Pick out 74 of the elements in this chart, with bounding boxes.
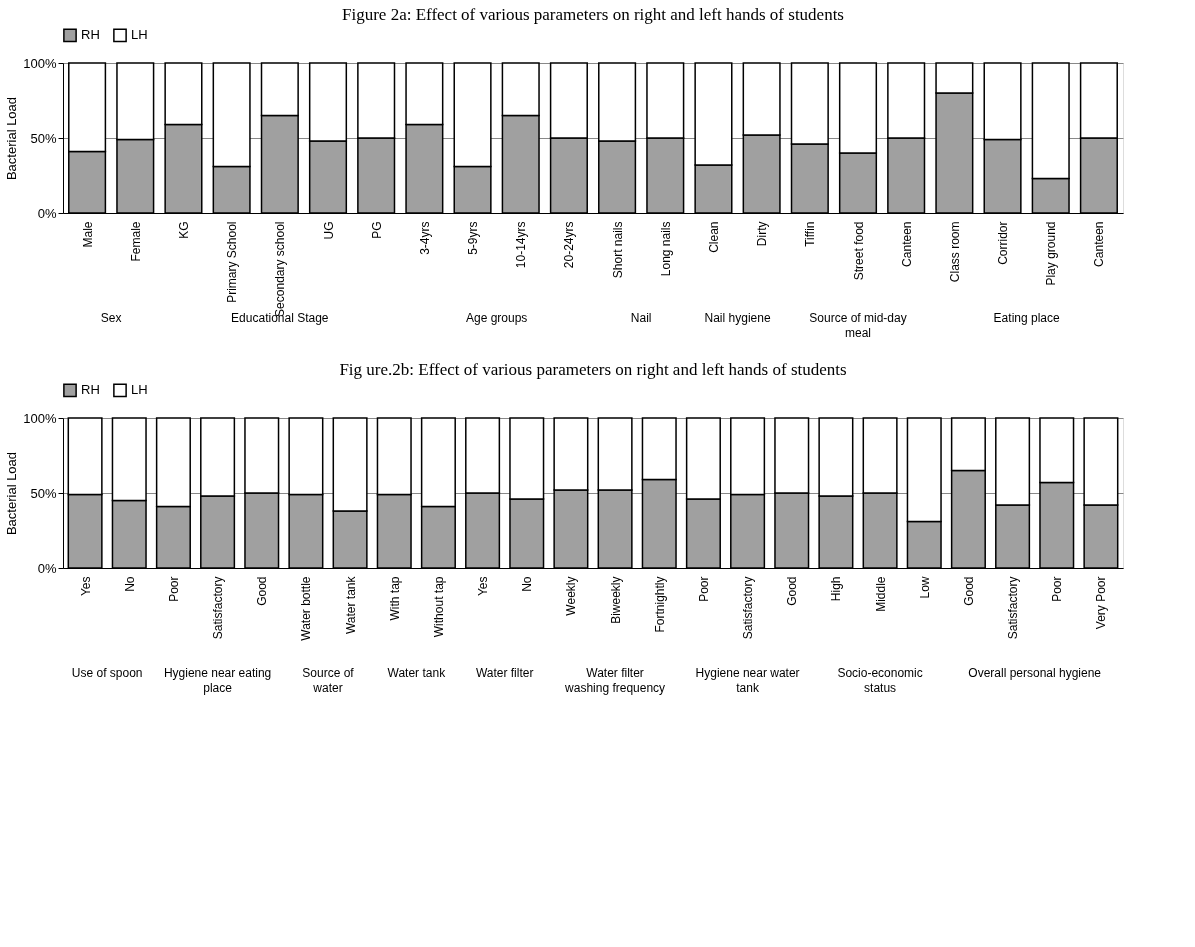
- y-tick-label: 50%: [30, 130, 57, 146]
- text: Use of spoon: [71, 666, 143, 680]
- y-tick-label: 50%: [30, 485, 57, 501]
- x-tick-label: Poor: [696, 576, 711, 602]
- x-tick-label: Without tap: [431, 576, 446, 638]
- text: Hygiene near eating place: [163, 666, 272, 695]
- y-tick-label: 0%: [37, 205, 57, 221]
- x-tick-label: Water tank: [343, 575, 358, 635]
- text: Water filter: [475, 666, 534, 680]
- x-tick-label: Short nails: [610, 221, 625, 279]
- source-note: Source of mid-day meal: [809, 311, 907, 340]
- x-tick-label: Tiffin: [803, 221, 818, 247]
- x-tick-label: Street food: [851, 221, 866, 281]
- x-tick-label: Play ground: [1044, 221, 1059, 286]
- y-axis-title: Bacterial Load: [4, 96, 20, 181]
- x-tick-label: Good: [961, 576, 976, 606]
- x-tick-label: 10-14yrs: [514, 221, 529, 269]
- y-tick-label: 100%: [23, 55, 57, 71]
- chart-title: Fig ure.2b: Effect of various parameters on right and left hands of students: [339, 360, 847, 379]
- x-tick-label: 20-24yrs: [562, 221, 577, 269]
- x-tick-label: 5-9yrs: [466, 221, 481, 255]
- x-tick-label: Middle: [873, 576, 888, 612]
- x-tick-label: Long nails: [658, 221, 673, 277]
- x-tick-label: Poor: [1050, 576, 1065, 602]
- source-note: Source of water: [302, 666, 355, 695]
- x-tick-label: Male: [80, 221, 95, 248]
- legend-label: LH: [131, 382, 148, 398]
- x-tick-label: Canteen: [899, 221, 914, 267]
- x-tick-label: No: [122, 576, 137, 592]
- x-tick-label: KG: [176, 221, 191, 239]
- text: Overall personal hygiene: [968, 666, 1102, 680]
- x-tick-label: Very Poor: [1094, 576, 1109, 630]
- text: Socio-economic status: [837, 666, 923, 695]
- x-tick-label: Satisfactory: [741, 576, 756, 640]
- x-tick-label: No: [520, 576, 535, 592]
- x-tick-label: Corridor: [996, 221, 1011, 265]
- text: Hygiene near water tank: [695, 666, 800, 695]
- text: Water filter washing frequency: [564, 666, 666, 695]
- x-tick-label: Weekly: [564, 576, 579, 616]
- x-tick-label: Water bottle: [299, 576, 314, 641]
- legend-label: RH: [81, 27, 100, 43]
- x-tick-label: Low: [917, 576, 932, 599]
- x-tick-label: Fortnightly: [652, 576, 667, 633]
- x-tick-label: Good: [785, 576, 800, 606]
- x-tick-label: Yes: [78, 576, 93, 597]
- text: Nail hygiene: [704, 311, 771, 325]
- x-tick-label: Satisfactory: [211, 576, 226, 640]
- text: Nail: [630, 311, 652, 325]
- x-tick-label: Biweekly: [608, 576, 623, 624]
- x-tick-label: 3-4yrs: [417, 221, 432, 255]
- x-tick-label: Primary School: [225, 221, 240, 303]
- x-tick-label: Satisfactory: [1006, 576, 1021, 640]
- x-tick-label: UG: [321, 221, 336, 240]
- x-tick-label: Clean: [706, 221, 721, 253]
- x-tick-label: Canteen: [1092, 221, 1107, 267]
- legend-label: RH: [81, 382, 100, 398]
- x-tick-label: Poor: [166, 576, 181, 602]
- x-tick-label: Good: [255, 576, 270, 606]
- text: Sex: [100, 311, 122, 325]
- x-tick-label: High: [829, 576, 844, 602]
- x-tick-label: Yes: [476, 576, 491, 597]
- y-axis-title: Bacterial Load: [4, 451, 20, 536]
- x-tick-label: Class room: [947, 221, 962, 283]
- x-tick-label: Dirty: [755, 221, 770, 247]
- x-tick-label: PG: [369, 221, 384, 239]
- x-tick-label: Female: [128, 221, 143, 262]
- text: Age groups: [465, 311, 528, 325]
- y-tick-label: 100%: [23, 410, 57, 426]
- chart-title: Figure 2a: Effect of various parameters on right and left hands of students: [342, 5, 844, 24]
- y-tick-label: 0%: [37, 560, 57, 576]
- text: Eating place: [993, 311, 1060, 325]
- text: Water tank: [387, 666, 447, 680]
- legend-label: LH: [131, 27, 148, 43]
- x-tick-label: With tap: [387, 576, 402, 621]
